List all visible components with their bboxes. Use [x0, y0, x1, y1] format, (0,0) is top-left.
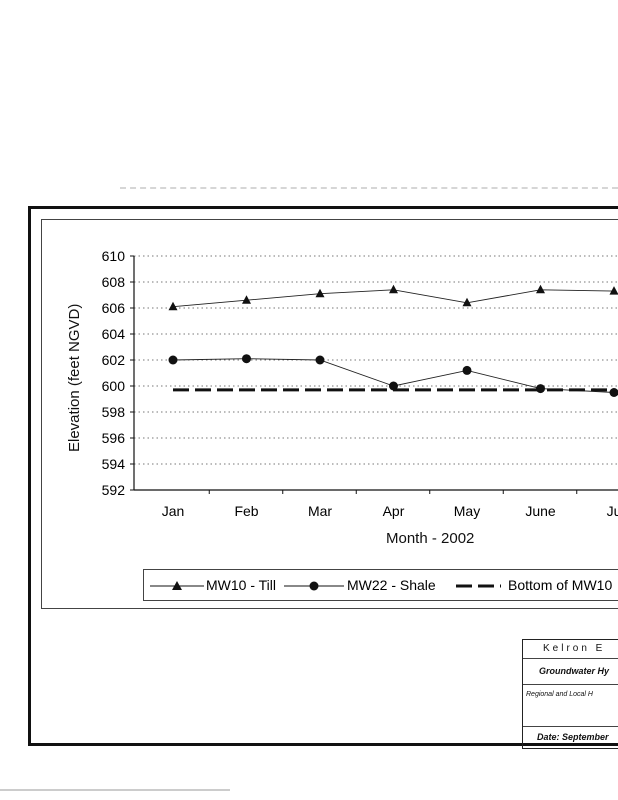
chart-border — [41, 219, 618, 609]
mw10-point — [389, 284, 398, 294]
legend-triangle-icon — [172, 581, 182, 590]
x-tick-label: Feb — [234, 503, 258, 519]
title-block: Kelron E Groundwater Hy Regional and Loc… — [522, 639, 618, 749]
mw22-point — [462, 365, 472, 375]
series-lines — [168, 284, 618, 397]
y-tick-label: 594 — [102, 456, 126, 472]
legend-circle-icon — [309, 581, 319, 591]
x-tick-labels: Jan Feb Mar Apr May June Ju — [162, 503, 618, 519]
mw22-point — [389, 381, 398, 391]
x-tick-label: Mar — [308, 503, 332, 519]
y-tick-label: 602 — [102, 352, 126, 368]
x-tick-label: June — [525, 503, 556, 519]
mw10-point — [536, 284, 545, 294]
y-tick-label: 604 — [102, 326, 126, 342]
mw10-point — [609, 286, 618, 295]
title-block-subtitle: Regional and Local H — [523, 684, 618, 727]
y-tick-labels: 592 594 596 598 600 602 604 606 608 610 — [102, 248, 126, 498]
grid-lines — [134, 255, 618, 465]
y-tick-label: 598 — [102, 404, 126, 420]
x-axis-label: Month - 2002 — [386, 530, 475, 547]
mw22-point — [315, 355, 325, 365]
mw10-point — [168, 301, 178, 311]
legend: MW10 - Till MW22 - Shale Bottom of MW10 — [143, 569, 618, 601]
drawing-frame — [28, 206, 618, 746]
x-tick-label: Ju — [607, 503, 618, 519]
y-tick-label: 608 — [102, 274, 126, 290]
mw22-point — [242, 354, 251, 364]
title-block-date: Date: September — [537, 732, 609, 742]
axes — [130, 255, 618, 494]
mw10-point — [242, 295, 251, 304]
legend-label-mw10: MW10 - Till — [206, 577, 276, 593]
y-tick-label: 600 — [102, 378, 126, 394]
x-tick-label: May — [454, 503, 480, 519]
y-tick-label: 606 — [102, 300, 126, 316]
title-block-company: Kelron E — [523, 640, 618, 659]
legend-label-bottom: Bottom of MW10 — [508, 577, 612, 593]
y-tick-label: 610 — [102, 248, 126, 264]
legend-label-mw22: MW22 - Shale — [347, 577, 436, 593]
y-tick-label: 592 — [102, 482, 126, 498]
y-axis-label: Elevation (feet NGVD) — [66, 303, 83, 452]
mw10-point — [462, 297, 472, 307]
y-tick-label: 596 — [102, 430, 126, 446]
x-tick-label: Jan — [162, 503, 185, 519]
mw22-point — [168, 355, 178, 365]
scan-dashed-line — [120, 187, 618, 189]
mw10-point — [315, 288, 325, 298]
x-tick-label: Apr — [383, 503, 405, 519]
mw22-point — [609, 388, 618, 397]
scan-bottom-line — [0, 789, 230, 791]
title-block-title: Groundwater Hy — [523, 658, 618, 685]
